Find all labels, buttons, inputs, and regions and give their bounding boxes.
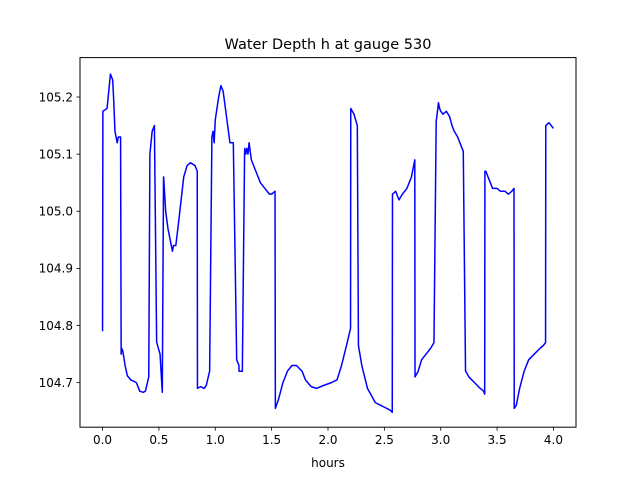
- x-tick-label: 2.5: [375, 433, 394, 447]
- chart-title: Water Depth h at gauge 530: [225, 37, 432, 53]
- x-tick-label: 1.5: [262, 433, 281, 447]
- y-tick-label: 104.7: [39, 376, 73, 390]
- x-axis-label: hours: [311, 456, 345, 470]
- y-tick-label: 104.9: [39, 262, 73, 276]
- x-tick-label: 1.0: [206, 433, 225, 447]
- x-tick-label: 4.0: [544, 433, 563, 447]
- y-tick-label: 105.2: [39, 90, 73, 104]
- x-axis: 0.0 0.5 1.0 1.5 2.0 2.5 3.0 3.5 4.0: [93, 427, 563, 447]
- y-tick-label: 104.8: [39, 319, 73, 333]
- x-tick-label: 0.5: [149, 433, 168, 447]
- plot-frame: [79, 57, 577, 428]
- x-tick-label: 0.0: [93, 433, 112, 447]
- y-tick-label: 105.0: [39, 205, 73, 219]
- plot-area: [80, 57, 576, 428]
- y-tick-label: 105.1: [39, 147, 73, 161]
- series-line-0: [101, 73, 555, 414]
- x-tick-label: 2.0: [318, 433, 337, 447]
- x-tick-label: 3.0: [431, 433, 450, 447]
- series-layer: [101, 73, 555, 414]
- y-axis: 104.7 104.8 104.9 105.0 105.1 105.2: [39, 90, 80, 390]
- x-tick-label: 3.5: [488, 433, 507, 447]
